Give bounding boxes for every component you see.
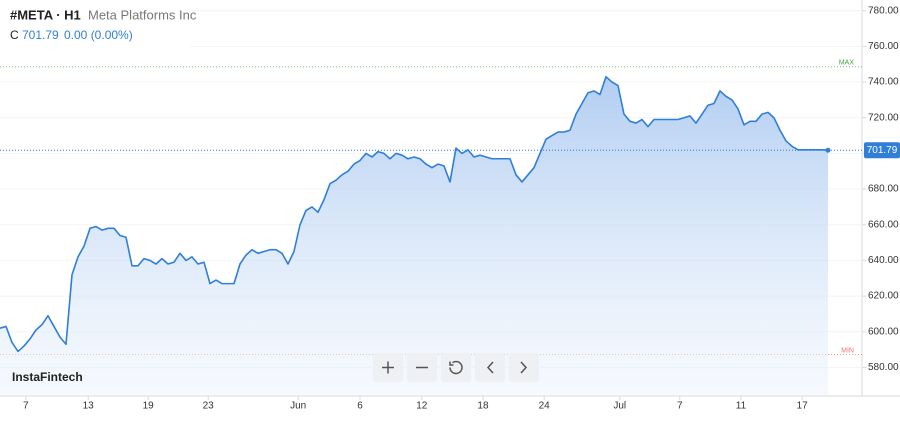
x-tick-label: 19	[143, 401, 155, 412]
zoom-in-button[interactable]	[373, 353, 403, 382]
zoom-out-button[interactable]	[407, 353, 437, 382]
x-tick-label: 18	[477, 401, 489, 412]
reset-button[interactable]	[441, 353, 471, 382]
price-badge	[864, 142, 900, 159]
x-tick-label: 23	[203, 401, 215, 412]
x-tick-label: 6	[357, 401, 363, 412]
symbol-title: #META · H1	[10, 7, 81, 22]
close-label: C	[10, 28, 19, 42]
header-bg	[0, 4, 190, 48]
change-value: 0.00 (0.00%)	[64, 28, 133, 42]
overlay: #META · H1 Meta Platforms Inc C 701.79 0…	[0, 4, 539, 384]
x-tick-label: Jul	[613, 401, 626, 412]
reference-label: MIN	[841, 347, 854, 354]
x-tick-label: 11	[736, 401, 747, 412]
x-tick-label: 13	[83, 401, 95, 412]
plot-area: MAX MIN	[0, 10, 866, 400]
y-tick-label: 760.00	[868, 41, 899, 52]
toolbar	[373, 353, 539, 382]
x-tick-label: 7	[23, 401, 29, 412]
y-tick-label: 740.00	[868, 77, 899, 88]
price-line	[0, 75, 829, 353]
scroll-right-button[interactable]	[509, 353, 539, 382]
y-tick-label: 720.00	[868, 112, 899, 123]
x-tick-label: Jun	[290, 401, 306, 412]
last-price-dot	[825, 147, 831, 153]
y-tick-label: 640.00	[868, 255, 899, 266]
x-tick-label: 7	[677, 401, 683, 412]
y-tick-label: 660.00	[868, 219, 899, 230]
y-tick-label: 580.00	[868, 362, 899, 373]
area-fill	[0, 76, 828, 396]
close-value: 701.79	[22, 28, 59, 42]
reference-label: MAX	[839, 60, 855, 67]
price-badge-label: 701.79	[867, 145, 898, 156]
y-tick-label: 680.00	[868, 184, 899, 195]
y-tick-label: 780.00	[868, 5, 899, 16]
y-tick-label: 600.00	[868, 326, 899, 337]
company-name: Meta Platforms Inc	[88, 7, 197, 22]
x-tick-label: 12	[416, 401, 428, 412]
y-tick-label: 620.00	[868, 291, 899, 302]
watermark: InstaFintech	[12, 370, 83, 384]
x-tick-label: 24	[539, 401, 551, 412]
scroll-left-button[interactable]	[475, 353, 505, 382]
x-tick-label: 17	[797, 401, 809, 412]
